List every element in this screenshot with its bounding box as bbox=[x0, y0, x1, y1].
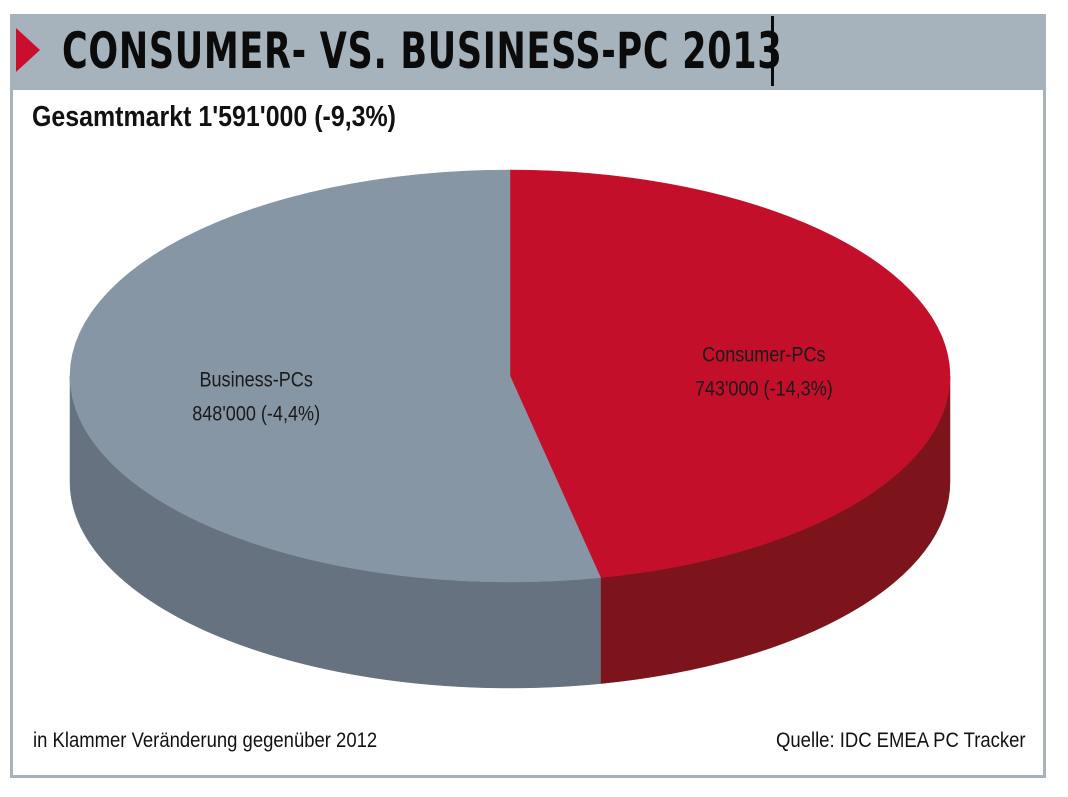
chart-subtitle: Gesamtmarkt 1'591'000 (-9,3%) bbox=[32, 101, 396, 133]
slice-label-business: Business-PCs bbox=[199, 368, 313, 392]
source-note: Quelle: IDC EMEA PC Tracker bbox=[776, 729, 1026, 752]
title-divider bbox=[771, 16, 774, 86]
slice-value-business: 848'000 (-4,4%) bbox=[192, 402, 320, 426]
red-arrow-icon bbox=[16, 28, 40, 72]
slice-label-consumer: Consumer-PCs bbox=[702, 343, 826, 367]
footnote-change-note: in Klammer Veränderung gegenüber 2012 bbox=[33, 729, 378, 752]
pie-slice-business bbox=[69, 169, 601, 583]
chart-title: CONSUMER- VS. BUSINESS-PC 2013 bbox=[62, 22, 783, 80]
slice-value-consumer: 743'000 (-14,3%) bbox=[695, 377, 833, 401]
pie-slice-consumer bbox=[509, 169, 951, 578]
pie-tops bbox=[69, 169, 951, 583]
title-bar bbox=[10, 14, 1046, 90]
